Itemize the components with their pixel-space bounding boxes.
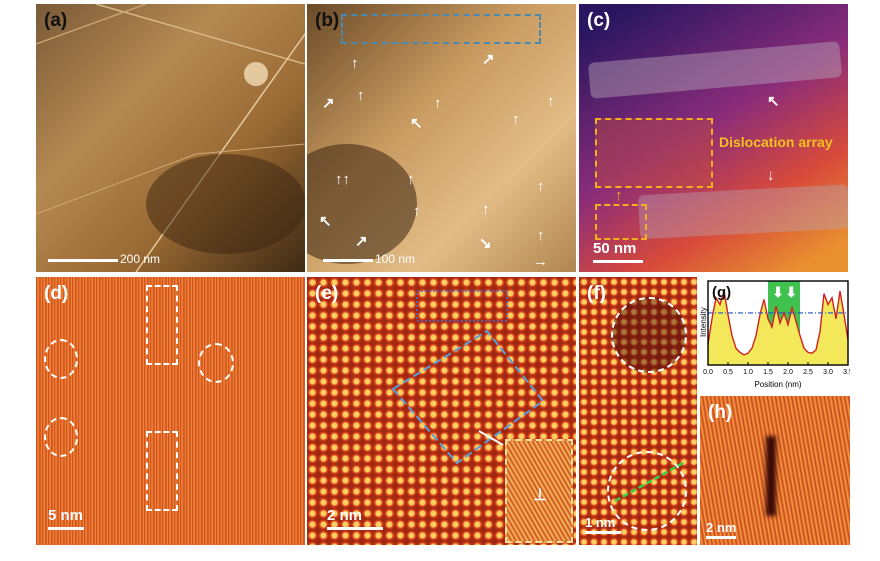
scale-bar — [593, 260, 643, 263]
arrow-icon: ↑ — [537, 178, 545, 195]
profile-fill — [708, 291, 848, 365]
scale-bar — [327, 527, 383, 530]
dislocation-symbol-icon: ⊥ — [533, 487, 547, 504]
panel-h: (h) 2 nm — [700, 396, 850, 545]
profile-line-series — [707, 290, 849, 356]
x-axis-label: Position (nm) — [754, 380, 801, 389]
arrow-icon: ↑ — [351, 55, 359, 72]
intensity-chart: 0.0 0.5 1.0 1.5 2.0 2.5 3.0 3.5 Intensity Posit… — [700, 280, 850, 389]
panel-c: ↑ ↖ ↓ Dislocation array (c) 50 nm — [579, 4, 848, 272]
arrow-icon: ↓ — [767, 167, 775, 184]
panel-e-label: (e) — [315, 283, 339, 304]
panel-b: ↑ ↗ ↗ ↑ ↑ ↖ ↑ ↑ ↑↑ ↑ ↑ ↖ ↗ ↑ ↑ ↘ ↑ → (b)… — [307, 4, 576, 272]
panel-b-image — [307, 4, 576, 272]
scale-bar-text: 100 nm — [375, 252, 416, 266]
x-tick-label: 1.5 — [763, 369, 773, 376]
dislocation-array-label: Dislocation array — [719, 134, 833, 150]
dislocation-core — [766, 436, 776, 516]
down-arrow-icon: ⬇ — [785, 284, 797, 300]
scale-bar — [323, 259, 373, 262]
scale-bar-text: 5 nm — [48, 507, 84, 524]
arrow-icon: ↗ — [482, 51, 495, 68]
panel-b-label: (b) — [315, 10, 340, 31]
panel-f: (f) 1 nm — [579, 277, 697, 545]
down-arrow-icon: ⬇ — [772, 284, 784, 300]
x-tick-label: 3.0 — [823, 369, 833, 376]
scale-bar — [706, 536, 736, 539]
panel-e: ⊥ (e) 2 nm — [307, 277, 576, 545]
arrow-icon: ↖ — [319, 213, 332, 230]
scale-bar — [585, 531, 621, 534]
plot-frame — [707, 280, 849, 366]
x-tick-label: 1.0 — [743, 369, 753, 376]
arrow-icon: ↑ — [413, 203, 421, 220]
x-tick-label: 0.5 — [723, 369, 733, 376]
scale-bar — [48, 259, 118, 262]
arrow-icon: ↖ — [410, 115, 423, 132]
arrow-icon: ↑ — [547, 93, 555, 110]
y-axis-label: Intensity — [700, 307, 708, 337]
panel-f-label: (f) — [587, 283, 606, 304]
arrow-icon: ↑ — [512, 111, 520, 128]
scale-bar-text: 2 nm — [327, 507, 363, 524]
arrow-icon: → — [533, 253, 548, 270]
panel-h-label: (h) — [708, 402, 733, 423]
arrow-icon: ↗ — [322, 95, 335, 112]
scale-bar-text: 1 nm — [585, 515, 616, 530]
zoom-inset: ⊥ — [505, 439, 573, 543]
panel-a-label: (a) — [44, 10, 68, 31]
panel-c-label: (c) — [587, 10, 611, 31]
arrow-icon: ↑ — [407, 171, 415, 188]
x-tick-label: 3.5 — [843, 369, 850, 376]
arrow-icon: ↑ — [357, 87, 365, 104]
panel-c-image — [579, 4, 848, 272]
highlight-box — [341, 14, 541, 44]
defect-circle — [44, 417, 78, 457]
panel-g-label: (g) — [712, 284, 731, 301]
zoom-inset — [595, 118, 713, 188]
profile-line — [614, 461, 684, 503]
defect-box — [146, 431, 178, 511]
scale-bar-text: 200 nm — [120, 252, 161, 266]
panel-d: (d) 5 nm — [36, 277, 305, 545]
source-box — [595, 204, 647, 240]
arrow-icon: ↑ — [434, 95, 442, 112]
x-tick-label: 2.5 — [803, 369, 813, 376]
lattice-overlay — [391, 290, 545, 465]
arrow-icon: ↑ — [537, 227, 545, 244]
arrow-icon: ↖ — [767, 93, 780, 110]
panel-a: (a) 200 nm — [36, 4, 305, 272]
defect-circle — [44, 339, 78, 379]
scale-bar — [48, 527, 84, 530]
defect-circle — [611, 297, 687, 373]
arrow-icon: ↗ — [355, 233, 368, 250]
defect-circle — [607, 451, 687, 531]
arrow-icon: ↘ — [479, 235, 492, 252]
arrow-icon: ↑↑ — [335, 171, 350, 188]
defect-circle — [198, 343, 234, 383]
scale-bar-text: 50 nm — [593, 240, 637, 257]
x-tick-label: 0.0 — [703, 369, 713, 376]
panel-d-label: (d) — [44, 283, 69, 304]
scale-bar-text: 2 nm — [706, 520, 737, 535]
defect-box — [146, 285, 178, 365]
panel-g: 0.0 0.5 1.0 1.5 2.0 2.5 3.0 3.5 Intensity Posit… — [700, 277, 850, 391]
arrow-icon: ↑ — [482, 201, 490, 218]
arrow-icon: ↑ — [615, 187, 623, 204]
x-tick-label: 2.0 — [783, 369, 793, 376]
panel-a-image — [36, 4, 305, 272]
